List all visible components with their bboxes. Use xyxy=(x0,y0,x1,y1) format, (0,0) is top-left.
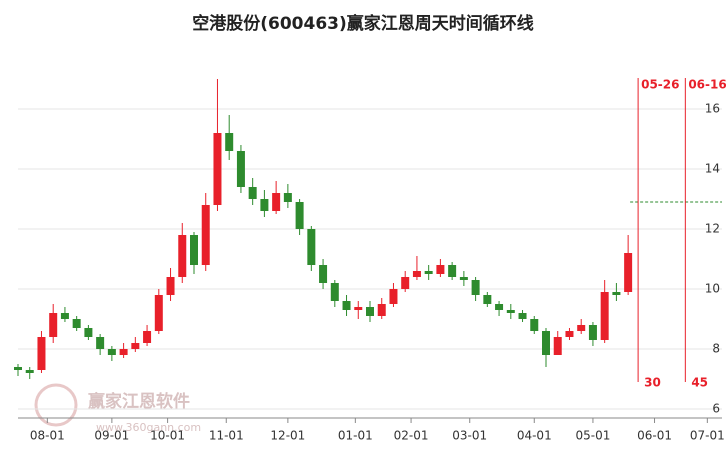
candle-body xyxy=(131,343,140,349)
watermark: 赢家江恩软件 xyxy=(88,391,190,412)
candle-body xyxy=(506,310,515,313)
candle-body xyxy=(401,277,410,289)
cycle-count: 45 xyxy=(691,376,708,390)
candle-body xyxy=(236,151,245,187)
x-tick-label: 09-01 xyxy=(94,429,129,443)
candle-body xyxy=(96,337,105,349)
candle-body xyxy=(389,289,398,304)
x-tick-label: 05-01 xyxy=(575,429,610,443)
candle-body xyxy=(307,229,316,265)
candle-body xyxy=(530,319,539,331)
candle-body xyxy=(577,325,586,331)
x-tick-label: 03-01 xyxy=(452,429,487,443)
candle-body xyxy=(495,304,504,310)
y-tick-label: 6 xyxy=(712,402,720,416)
candle-body xyxy=(166,277,175,295)
candle-body xyxy=(295,202,304,229)
chart-title: 空港股份(600463)赢家江恩周天时间循环线 xyxy=(192,13,534,34)
candle-body xyxy=(14,367,22,370)
candle-body xyxy=(483,295,492,304)
candle-body xyxy=(377,304,386,316)
x-tick-label: 06-01 xyxy=(637,429,672,443)
cycle-count: 30 xyxy=(644,376,661,390)
candle-body xyxy=(565,331,574,337)
candle-body xyxy=(436,265,445,274)
x-tick-label: 02-01 xyxy=(394,429,429,443)
y-tick-label: 12 xyxy=(705,222,720,236)
x-tick-label: 07-01 xyxy=(690,429,725,443)
candle-body xyxy=(448,265,457,277)
y-tick-label: 14 xyxy=(705,162,720,176)
candle-body xyxy=(612,292,621,295)
x-tick-label: 11-01 xyxy=(209,429,244,443)
candle-body xyxy=(178,235,187,277)
cycle-date: 05-26 xyxy=(641,78,679,92)
candle-body xyxy=(37,337,46,370)
candle-body xyxy=(225,133,234,151)
candle-body xyxy=(354,307,363,310)
y-tick-label: 10 xyxy=(705,282,720,296)
candle-body xyxy=(424,271,433,274)
candle-body xyxy=(190,235,198,265)
candle-body xyxy=(366,307,374,316)
x-tick-label: 01-01 xyxy=(338,429,373,443)
y-tick-label: 8 xyxy=(712,342,720,356)
candle-body xyxy=(459,277,468,280)
candle-body xyxy=(542,331,550,355)
candle-body xyxy=(107,349,116,355)
candle-body xyxy=(471,280,480,295)
candle-body xyxy=(588,325,597,340)
candle-body xyxy=(260,199,269,211)
candle-body xyxy=(272,193,281,211)
candle-body xyxy=(154,295,163,331)
x-tick-label: 12-01 xyxy=(270,429,305,443)
watermark-logo xyxy=(34,383,78,427)
candle-body xyxy=(553,337,562,355)
candle-body xyxy=(600,292,609,340)
x-tick-label: 10-01 xyxy=(150,429,185,443)
x-tick-label: 08-01 xyxy=(30,429,65,443)
candle-body xyxy=(624,253,633,292)
candle-body xyxy=(60,313,69,319)
candle-body xyxy=(213,133,222,205)
candle-body xyxy=(49,313,58,337)
candle-body xyxy=(330,283,339,301)
candle-body xyxy=(319,265,328,283)
candle-body xyxy=(201,205,210,265)
watermark-url: www.360gann.com xyxy=(96,421,201,434)
candle-body xyxy=(119,349,128,355)
y-tick-label: 16 xyxy=(705,102,720,116)
candle-body xyxy=(283,193,292,202)
candle-body xyxy=(248,187,257,199)
candle-body xyxy=(143,331,152,343)
cycle-date: 06-16 xyxy=(688,78,726,92)
candle-body xyxy=(72,319,81,328)
candle-body xyxy=(25,370,34,373)
candle-body xyxy=(518,313,527,319)
candle-body xyxy=(84,328,93,337)
candle-body xyxy=(342,301,351,310)
x-tick-label: 04-01 xyxy=(517,429,552,443)
candle-body xyxy=(412,271,421,277)
